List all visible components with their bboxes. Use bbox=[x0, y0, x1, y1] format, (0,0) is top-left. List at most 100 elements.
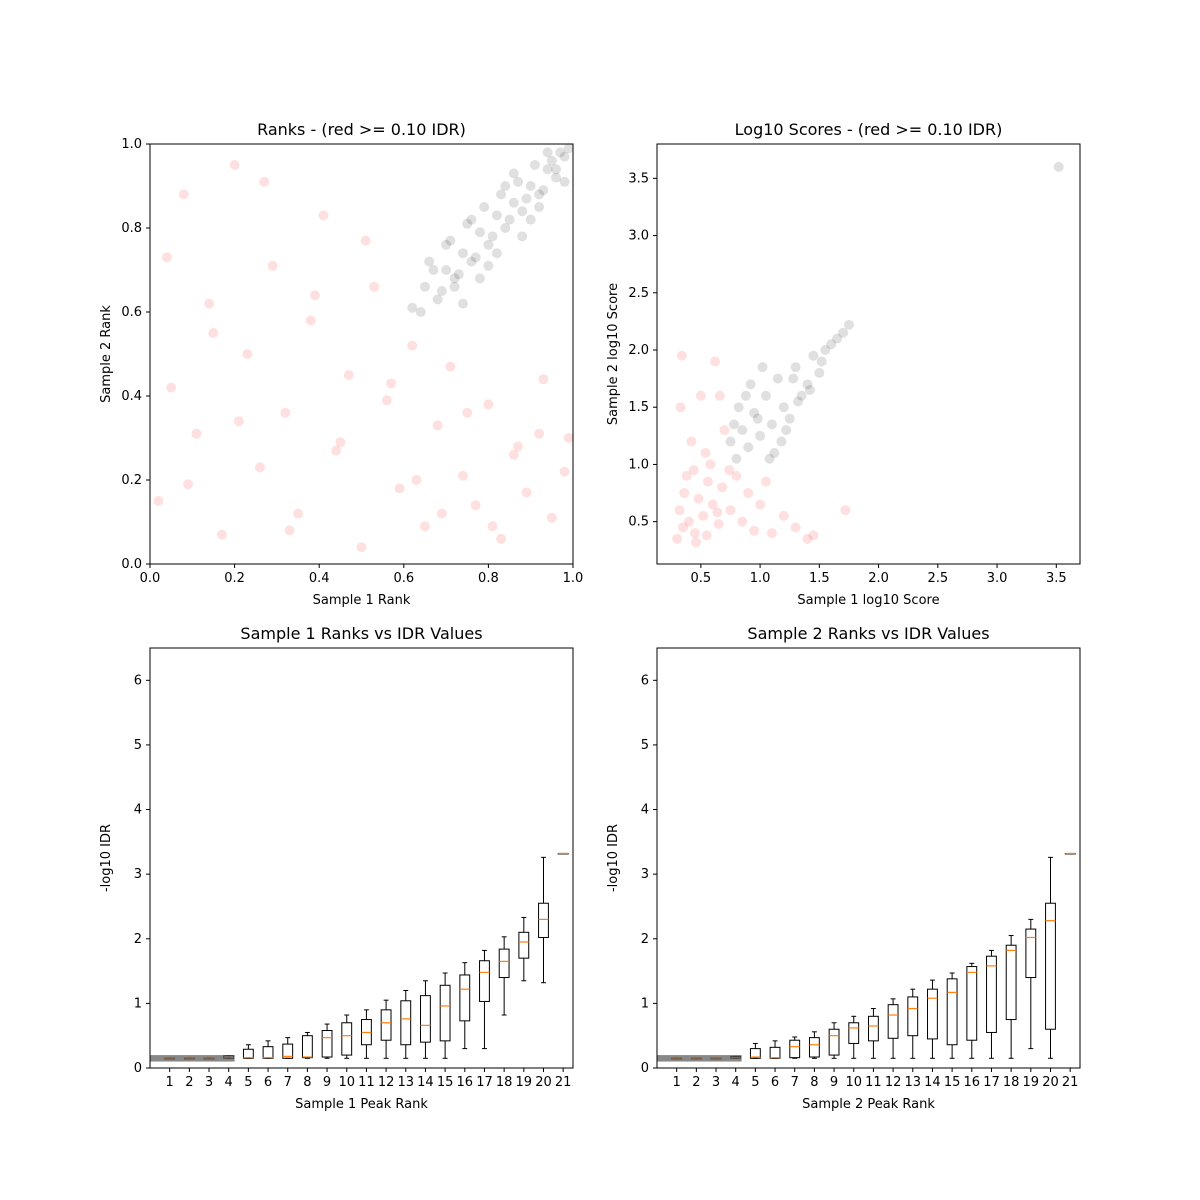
scatter-point bbox=[804, 385, 815, 396]
scatter-point bbox=[802, 379, 813, 390]
y-tick-label: 0 bbox=[134, 1061, 142, 1076]
plot-area bbox=[150, 852, 569, 1062]
scatter-point bbox=[386, 378, 397, 389]
x-tick-label: 8 bbox=[303, 1075, 311, 1090]
scatter-point bbox=[764, 453, 775, 464]
box-rect bbox=[459, 974, 471, 1022]
scatter-point bbox=[411, 475, 422, 485]
box-rect bbox=[262, 1046, 274, 1059]
scatter-point bbox=[407, 340, 418, 351]
box-rect bbox=[518, 931, 530, 959]
scatter-point bbox=[802, 533, 813, 544]
x-tick-label: 20 bbox=[535, 1075, 552, 1090]
scatter-point bbox=[216, 529, 227, 540]
box-20 bbox=[538, 856, 549, 984]
y-tick-label: 2.0 bbox=[628, 343, 649, 358]
x-tick-label: 11 bbox=[358, 1075, 375, 1090]
scatter-point bbox=[415, 307, 426, 317]
x-tick-label: 15 bbox=[437, 1075, 454, 1090]
y-tick-label: 3.5 bbox=[628, 171, 649, 186]
y-tick-label: 0 bbox=[641, 1061, 649, 1076]
scatter-point bbox=[453, 269, 464, 280]
scatter-point bbox=[183, 479, 194, 490]
scatter-point bbox=[808, 530, 819, 541]
scatter-point bbox=[538, 374, 549, 385]
scatter-point bbox=[743, 488, 754, 499]
box-rect bbox=[321, 1030, 333, 1058]
scatter-point bbox=[483, 399, 494, 410]
scatter-point bbox=[229, 160, 240, 170]
box-9 bbox=[828, 1022, 840, 1059]
box-16 bbox=[459, 962, 471, 1050]
scatter-point bbox=[153, 496, 164, 506]
scatter-point bbox=[563, 433, 574, 443]
box-rect bbox=[538, 902, 549, 938]
x-tick-label: 5 bbox=[751, 1075, 759, 1090]
scatter-point bbox=[705, 459, 716, 470]
scatter-point bbox=[449, 273, 460, 284]
scatter-point bbox=[309, 290, 320, 301]
x-axis-label: Sample 1 log10 Score bbox=[797, 593, 939, 608]
scatter-point bbox=[729, 419, 740, 430]
box-rect bbox=[927, 988, 938, 1040]
axes-frame bbox=[149, 647, 574, 1069]
x-tick-label: 0.2 bbox=[224, 571, 245, 586]
box-8 bbox=[301, 1031, 313, 1059]
chart-3: Sample 1 Ranks vs IDR Values Sample 1 Pea… bbox=[99, 624, 574, 1112]
scatter-point bbox=[466, 214, 477, 225]
scatter-point bbox=[432, 420, 443, 431]
x-tick-label: 7 bbox=[791, 1075, 799, 1090]
scatter-point bbox=[778, 402, 789, 413]
scatter-point bbox=[796, 390, 807, 401]
scatter-point bbox=[491, 210, 502, 221]
scatter-point bbox=[508, 449, 519, 460]
scatter-point bbox=[745, 379, 756, 390]
scatter-point bbox=[513, 176, 524, 187]
scatter-point bbox=[462, 218, 473, 229]
dense-points-band bbox=[150, 1055, 235, 1062]
scatter-point bbox=[755, 430, 766, 441]
box-rect bbox=[400, 1000, 412, 1046]
y-tick-label: 0.0 bbox=[121, 557, 142, 572]
y-tick-label: 0.4 bbox=[121, 389, 142, 404]
scatter-point bbox=[563, 143, 574, 154]
box-rect bbox=[907, 996, 919, 1037]
box-rect bbox=[848, 1022, 860, 1044]
scatter-point bbox=[702, 476, 713, 487]
scatter-point bbox=[551, 172, 562, 183]
box-21 bbox=[1064, 852, 1076, 855]
scatter-point bbox=[757, 362, 768, 373]
x-tick-label: 10 bbox=[338, 1075, 355, 1090]
scatter-point bbox=[474, 273, 485, 284]
scatter-point bbox=[479, 202, 490, 212]
x-tick-label: 2 bbox=[185, 1075, 193, 1090]
scatter-point bbox=[517, 206, 528, 217]
box-rect bbox=[789, 1039, 801, 1059]
x-axis-label: Sample 1 Rank bbox=[313, 593, 411, 608]
scatter-point bbox=[508, 168, 519, 179]
scatter-point bbox=[766, 419, 777, 430]
box-rect bbox=[1025, 928, 1037, 979]
scatter-point bbox=[737, 425, 748, 436]
box-14 bbox=[927, 979, 938, 1059]
scatter-point bbox=[525, 181, 536, 191]
y-axis-label: -log10 IDR bbox=[606, 824, 621, 892]
scatter-point bbox=[394, 483, 405, 494]
scatter-point bbox=[542, 147, 553, 158]
x-tick-label: 6 bbox=[264, 1075, 272, 1090]
scatter-point bbox=[676, 350, 687, 361]
box-18 bbox=[1005, 935, 1017, 1059]
x-tick-label: 5 bbox=[244, 1075, 252, 1090]
box-5 bbox=[749, 1042, 761, 1059]
y-axis-label: Sample 2 log10 Score bbox=[606, 283, 621, 425]
scatter-point bbox=[749, 525, 760, 536]
box-rect bbox=[946, 978, 958, 1046]
chart-title: Sample 2 Ranks vs IDR Values bbox=[747, 624, 989, 643]
box-12 bbox=[380, 999, 392, 1059]
x-tick-label: 11 bbox=[865, 1075, 882, 1090]
scatter-point bbox=[698, 510, 709, 521]
box-rect bbox=[341, 1022, 353, 1056]
scatter-point bbox=[688, 465, 699, 476]
scatter-point bbox=[678, 522, 689, 533]
